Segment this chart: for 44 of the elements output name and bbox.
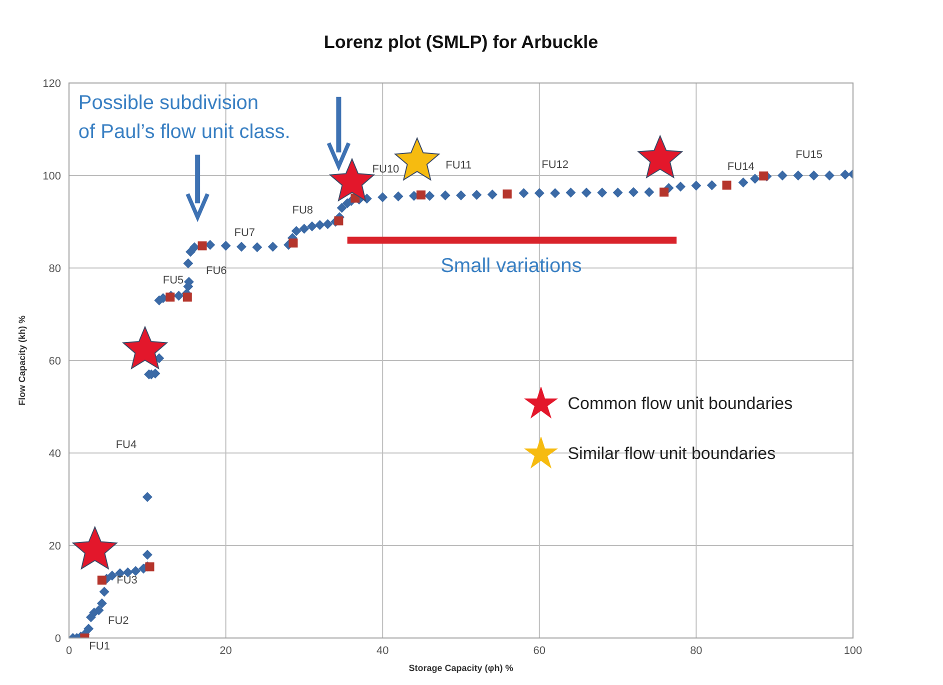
annotation: FU4 bbox=[116, 439, 137, 452]
annotation: FU14 bbox=[727, 161, 754, 174]
x-axis-title: Storage Capacity (φh) % bbox=[408, 663, 514, 673]
x-tick-label: 100 bbox=[844, 644, 862, 657]
x-tick-label: 40 bbox=[376, 644, 389, 657]
legend-label: Common flow unit boundaries bbox=[568, 394, 793, 413]
annotation: FU12 bbox=[542, 158, 569, 171]
y-tick-label: 80 bbox=[48, 262, 61, 275]
point bbox=[97, 576, 106, 585]
legend-label: Similar flow unit boundaries bbox=[568, 444, 776, 464]
point bbox=[416, 190, 426, 200]
y-tick-label: 60 bbox=[48, 355, 61, 368]
y-tick-label: 40 bbox=[48, 448, 61, 460]
y-tick-label: 100 bbox=[42, 170, 61, 182]
point bbox=[660, 188, 669, 197]
point bbox=[145, 562, 154, 572]
point bbox=[722, 180, 732, 190]
annotation: FU11 bbox=[446, 159, 472, 172]
point bbox=[502, 190, 512, 198]
point bbox=[759, 171, 768, 180]
point bbox=[182, 292, 192, 302]
y-tick-label: 0 bbox=[54, 632, 61, 645]
x-tick-label: 0 bbox=[66, 644, 72, 657]
y-tick-label: 120 bbox=[42, 78, 61, 90]
annotation: FU15 bbox=[796, 149, 823, 162]
annotation: FU8 bbox=[292, 204, 314, 217]
x-tick-label: 60 bbox=[533, 644, 546, 657]
annotation: FU7 bbox=[234, 226, 256, 239]
chart-title: Lorenz plot (SMLP) for Arbuckle bbox=[324, 32, 598, 52]
annotation: Small variations bbox=[440, 255, 582, 278]
annotation: Possible subdivision of Paul’s flow unit class. bbox=[78, 92, 290, 144]
y-tick-label: 20 bbox=[48, 540, 61, 552]
point bbox=[198, 241, 207, 250]
point bbox=[334, 216, 344, 226]
annotation: FU3 bbox=[116, 574, 138, 587]
annotation: FU5 bbox=[162, 274, 184, 286]
annotation: FU2 bbox=[108, 614, 129, 627]
x-tick-label: 80 bbox=[690, 644, 702, 657]
annotation: FU6 bbox=[206, 264, 227, 277]
x-tick-label: 20 bbox=[220, 644, 232, 657]
y-axis-title: Flow Capacity (kh) % bbox=[17, 315, 28, 406]
annotation: FU10 bbox=[372, 163, 400, 176]
point bbox=[288, 238, 298, 248]
text: FU1 bbox=[89, 640, 110, 652]
